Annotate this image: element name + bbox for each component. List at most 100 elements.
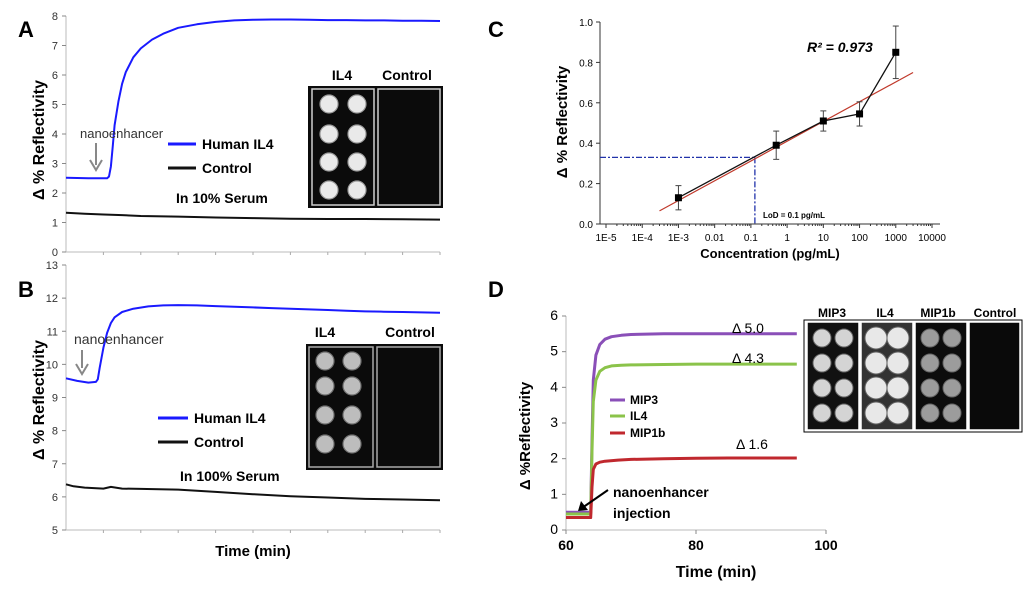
panel-d-arrow: [581, 489, 609, 509]
array-spot: [319, 94, 339, 114]
panel-a-inset-control-frame: [377, 88, 441, 206]
panel-label-c: C: [488, 17, 504, 42]
y-tick-label: 0.2: [579, 180, 593, 191]
array-spot: [942, 328, 962, 348]
x-tick-label: 1E-5: [595, 233, 617, 244]
panel-d-delta-il4: Δ 4.3: [732, 350, 764, 366]
panel-a-inset-label-il4: IL4: [332, 67, 352, 83]
array-spot: [342, 376, 362, 396]
array-spot: [920, 353, 940, 373]
panel-d: 0 1 2 3 4 5 6 60 80 100 Δ %Reflectivity Time (mi…: [517, 306, 1023, 581]
y-tick-label: 6: [52, 492, 58, 504]
data-point: [819, 117, 827, 125]
panel-a-condition: In 10% Serum: [176, 190, 268, 206]
array-spot: [342, 351, 362, 371]
x-tick-label: 80: [688, 537, 704, 553]
panel-c-r2: R² = 0.973: [807, 39, 873, 55]
panel-d-legend-mip3: MIP3: [630, 393, 658, 407]
y-tick-label: 1: [550, 485, 558, 501]
y-tick-label: 7: [52, 459, 58, 471]
array-spot: [347, 94, 367, 114]
y-tick-label: 4: [550, 378, 558, 394]
array-spot: [920, 378, 940, 398]
array-spot: [864, 376, 888, 400]
series-line-control: [65, 211, 441, 221]
panel-d-arrow-label-2: injection: [613, 505, 671, 521]
array-spot: [834, 328, 854, 348]
panel-d-inset-label-control: Control: [974, 306, 1017, 320]
array-spot: [886, 326, 910, 350]
y-tick-label: 9: [52, 393, 58, 405]
array-spot: [342, 405, 362, 425]
panel-a-inset-label-control: Control: [382, 67, 432, 83]
array-spot: [315, 405, 335, 425]
x-tick-label: 1: [784, 233, 790, 244]
panel-b-inset-control-frame: [376, 346, 441, 468]
fit-line: [659, 71, 914, 212]
panel-b-arrow-label: nanoenhancer: [74, 331, 164, 347]
panel-label-a: A: [18, 17, 34, 42]
array-spot: [920, 403, 940, 423]
data-point: [892, 48, 900, 56]
y-tick-label: 1: [52, 218, 58, 230]
array-spot: [942, 403, 962, 423]
y-tick-label: 5: [52, 100, 58, 112]
array-spot: [834, 378, 854, 398]
x-tick-label: 1000: [885, 233, 908, 244]
series-line-human-il4: [65, 18, 441, 180]
y-tick-label: 6: [550, 307, 558, 323]
array-spot: [347, 124, 367, 144]
array-spot: [886, 351, 910, 375]
array-spot: [864, 401, 888, 425]
y-tick-label: 0.6: [579, 99, 593, 110]
array-spot: [812, 378, 832, 398]
array-spot: [920, 328, 940, 348]
array-spot: [942, 353, 962, 373]
y-tick-label: 0.8: [579, 58, 593, 69]
y-tick-label: 0: [550, 521, 558, 537]
y-tick-label: 4: [52, 129, 58, 141]
y-tick-label: 3: [550, 414, 558, 430]
panel-d-arrow-label-1: nanoenhancer: [613, 484, 709, 500]
array-spot: [812, 353, 832, 373]
panel-b-ylabel: Δ % Reflectivity: [31, 340, 48, 460]
panel-b-inset-label-il4: IL4: [315, 324, 335, 340]
panel-label-b: B: [18, 277, 34, 302]
panel-b-inset-label-control: Control: [385, 324, 435, 340]
data-point: [856, 110, 864, 118]
x-tick-label: 0.1: [744, 233, 758, 244]
y-tick-label: 11: [47, 326, 58, 338]
panel-d-inset-label-mip3: MIP3: [818, 306, 846, 320]
series-line-mip1b: [566, 456, 797, 519]
x-tick-label: 60: [558, 537, 574, 553]
panel-b-inset-il4-frame: [308, 346, 374, 468]
panel-c-xlabel: Concentration (pg/mL): [700, 246, 839, 261]
y-tick-label: 8: [52, 426, 58, 438]
y-tick-label: 1.0: [579, 18, 593, 29]
data-point: [772, 141, 780, 149]
y-tick-label: 6: [52, 70, 58, 82]
panel-b: 5 6 7 8 9 10 11 12 13 Δ % Reflectivity Time (min…: [31, 260, 443, 560]
y-tick-label: 2: [52, 188, 58, 200]
panel-b-condition: In 100% Serum: [180, 468, 280, 484]
array-spot: [834, 403, 854, 423]
y-tick-label: 8: [52, 11, 58, 23]
panel-d-delta-mip3: Δ 5.0: [732, 320, 764, 336]
panel-a-arrow-label: nanoenhancer: [80, 126, 164, 141]
y-tick-label: 2: [550, 450, 558, 466]
array-spot: [834, 353, 854, 373]
array-spot: [319, 152, 339, 172]
panel-a-legend-il4: Human IL4: [202, 136, 274, 152]
x-tick-label: 10000: [918, 233, 946, 244]
inset-column: [968, 321, 1021, 431]
array-spot: [319, 124, 339, 144]
x-tick-label: 1E-3: [668, 233, 690, 244]
y-tick-label: 10: [46, 359, 58, 371]
panel-b-arrow-head: [75, 363, 89, 376]
x-tick-label: 10: [818, 233, 830, 244]
array-spot: [812, 403, 832, 423]
panel-c-ylabel: Δ % Reflectivity: [554, 65, 571, 178]
data-line: [678, 51, 897, 199]
panel-label-d: D: [488, 277, 504, 302]
panel-d-inset-label-il4: IL4: [876, 306, 894, 320]
